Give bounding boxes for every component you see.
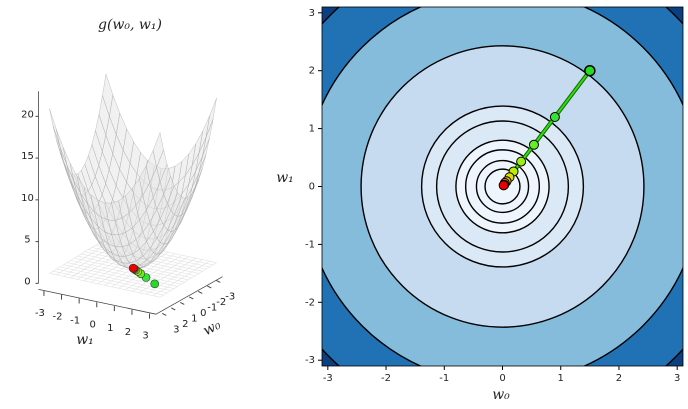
y-tick-label: -2 bbox=[305, 297, 315, 308]
contour-line bbox=[360, 45, 645, 328]
contour-line bbox=[435, 120, 570, 253]
z-tick-label: 15 bbox=[21, 151, 34, 162]
w0-tick bbox=[171, 307, 176, 311]
x-tick-label: -1 bbox=[439, 373, 449, 384]
floor-grid bbox=[139, 257, 196, 293]
x-tick-label: -2 bbox=[381, 373, 391, 384]
floor-grid bbox=[67, 262, 178, 287]
w1-tick-label: -3 bbox=[35, 308, 45, 319]
w1-tick-label: -2 bbox=[53, 312, 63, 323]
contour-plot bbox=[322, 7, 683, 366]
y-tick-label: 3 bbox=[309, 8, 315, 19]
w0-tick-label: 2 bbox=[182, 319, 188, 330]
surface-patch bbox=[205, 97, 217, 138]
w0-tick-label: -3 bbox=[225, 291, 235, 302]
w0-tick bbox=[207, 285, 212, 289]
w1-tick-label: 0 bbox=[90, 319, 96, 330]
contour-line bbox=[475, 159, 530, 214]
floor-grid bbox=[125, 254, 183, 291]
surface-patch bbox=[152, 131, 164, 169]
y-tick-label: -1 bbox=[305, 239, 315, 250]
z-tick-label: 0 bbox=[24, 276, 30, 287]
w0-axis bbox=[155, 276, 223, 315]
z-tick-label: 20 bbox=[21, 109, 34, 120]
surface-w1-label: w₁ bbox=[76, 332, 94, 348]
contour-line bbox=[484, 168, 521, 205]
x-tick-label: 2 bbox=[616, 373, 622, 384]
path-point bbox=[498, 180, 509, 191]
w1-tick-label: 3 bbox=[142, 331, 148, 342]
x-tick-label: 3 bbox=[674, 373, 680, 384]
floor-grid bbox=[132, 256, 190, 292]
contour-y-label: w₁ bbox=[276, 170, 294, 186]
contour-line bbox=[420, 105, 585, 268]
surface-path-point bbox=[128, 263, 138, 273]
floor-grid bbox=[52, 270, 164, 296]
w0-tick bbox=[189, 296, 194, 300]
surface-patch bbox=[49, 108, 61, 147]
surface-w0-label: w₀ bbox=[200, 317, 223, 340]
x-tick-label: -3 bbox=[323, 373, 333, 384]
w0-tick bbox=[198, 290, 203, 294]
w0-tick-label: -1 bbox=[207, 302, 217, 313]
z-tick-label: 10 bbox=[21, 193, 34, 204]
contour-x-label: w₀ bbox=[492, 387, 510, 403]
path-point bbox=[528, 139, 539, 150]
w0-tick-label: -2 bbox=[216, 297, 226, 308]
floor-grid bbox=[49, 273, 161, 298]
y-tick-label: -3 bbox=[305, 355, 315, 366]
w0-tick bbox=[216, 279, 221, 283]
floor-grid bbox=[152, 260, 210, 296]
w0-tick-label: 3 bbox=[173, 324, 179, 335]
path-point bbox=[584, 64, 596, 77]
w1-tick-label: -1 bbox=[70, 315, 80, 326]
x-tick-label: 0 bbox=[499, 373, 505, 384]
z-tick-label: 5 bbox=[24, 235, 30, 246]
x-tick-label: 1 bbox=[558, 373, 564, 384]
y-tick-label: 1 bbox=[309, 124, 315, 135]
y-tick-label: 0 bbox=[309, 182, 315, 193]
contour-line bbox=[464, 149, 541, 224]
floor-grid bbox=[56, 268, 168, 294]
w1-tick-label: 1 bbox=[107, 323, 113, 334]
y-tick-label: 2 bbox=[309, 66, 315, 77]
surface-patch bbox=[56, 129, 68, 165]
floor-grid bbox=[118, 253, 176, 289]
w1-axis bbox=[38, 288, 157, 315]
floor-grid bbox=[159, 262, 217, 298]
w0-tick-label: 0 bbox=[200, 308, 206, 319]
contour-line bbox=[455, 139, 550, 234]
w0-tick bbox=[180, 301, 185, 305]
path-point bbox=[549, 112, 560, 123]
floor-grid bbox=[70, 260, 182, 285]
w0-tick bbox=[162, 312, 167, 316]
path-point bbox=[516, 156, 527, 167]
w1-tick-label: 2 bbox=[125, 327, 131, 338]
surface-path-point bbox=[150, 279, 159, 289]
surface-title: g(w₀, w₁) bbox=[98, 17, 162, 33]
w0-tick-label: 1 bbox=[191, 313, 197, 324]
floor-grid bbox=[146, 259, 203, 295]
